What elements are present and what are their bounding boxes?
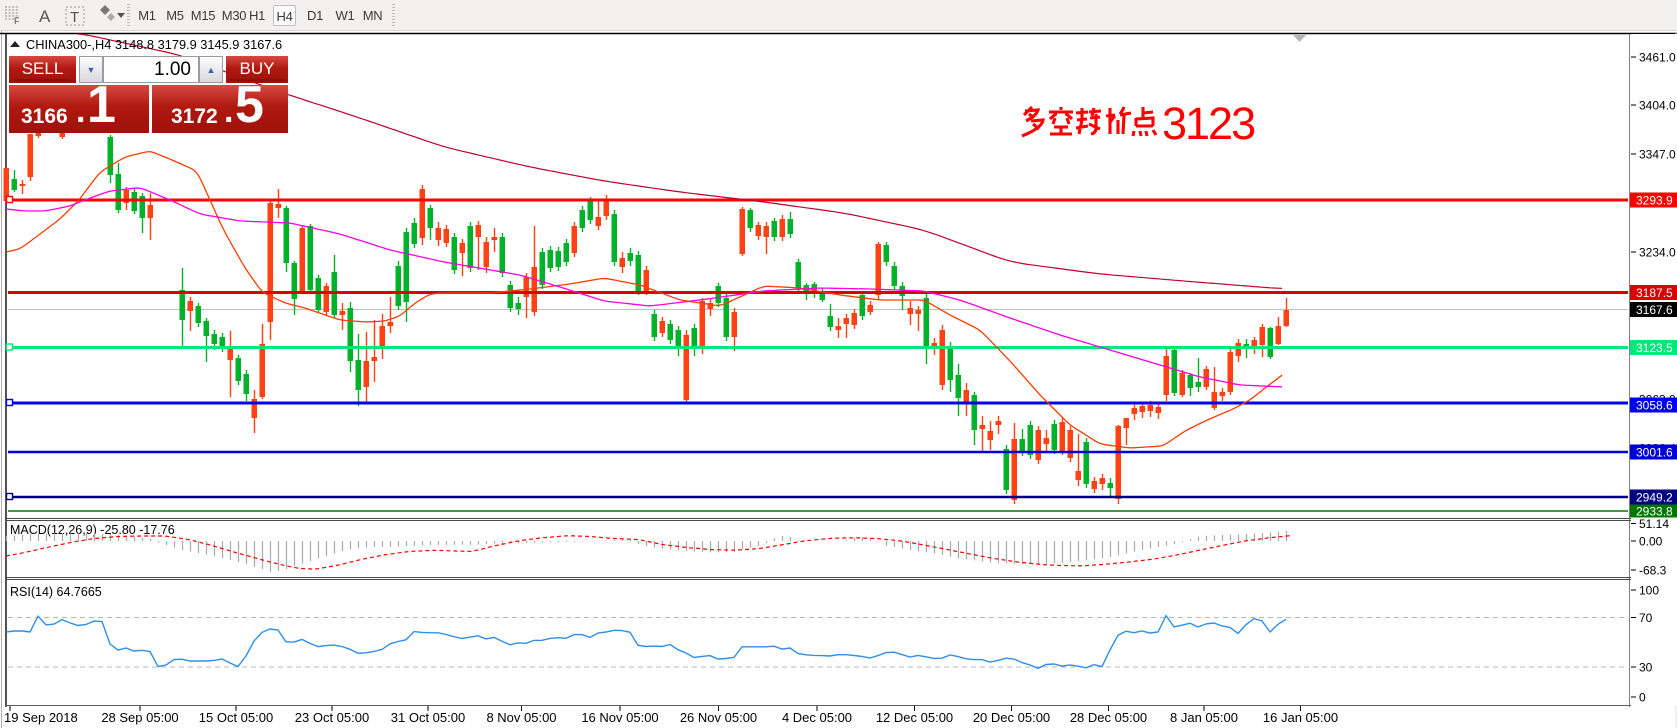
svg-text:3234.0: 3234.0: [1639, 246, 1676, 260]
svg-text:16 Nov 05:00: 16 Nov 05:00: [581, 710, 658, 725]
svg-text:3001.6: 3001.6: [1636, 446, 1673, 460]
svg-text:0: 0: [1639, 691, 1646, 705]
svg-text:3187.5: 3187.5: [1636, 286, 1673, 300]
svg-text:3123: 3123: [1162, 98, 1255, 149]
svg-text:8 Nov 05:00: 8 Nov 05:00: [486, 710, 556, 725]
svg-text:19 Sep 2018: 19 Sep 2018: [4, 710, 78, 725]
svg-text:23 Oct 05:00: 23 Oct 05:00: [295, 710, 369, 725]
svg-text:3123.5: 3123.5: [1636, 341, 1673, 355]
svg-text:4 Dec 05:00: 4 Dec 05:00: [782, 710, 852, 725]
svg-text:F: F: [14, 16, 20, 26]
svg-text:100: 100: [1639, 584, 1659, 598]
svg-text:15 Oct 05:00: 15 Oct 05:00: [199, 710, 273, 725]
svg-text:8 Jan 05:00: 8 Jan 05:00: [1170, 710, 1238, 725]
svg-text:0.00: 0.00: [1639, 535, 1663, 549]
svg-text:3347.0: 3347.0: [1639, 148, 1676, 162]
svg-text:CHINA300-,H4 3148.8 3179.9 31: CHINA300-,H4 3148.8 3179.9 3145.9 3167.6: [26, 37, 282, 52]
svg-text:3167.6: 3167.6: [1636, 303, 1673, 317]
svg-text:12 Dec 05:00: 12 Dec 05:00: [876, 710, 953, 725]
svg-text:3461.0: 3461.0: [1639, 51, 1676, 65]
svg-text:A: A: [39, 7, 51, 26]
svg-text:MACD(12,26,9) -25.80 -17.76: MACD(12,26,9) -25.80 -17.76: [10, 523, 175, 537]
svg-text:28 Sep 05:00: 28 Sep 05:00: [101, 710, 178, 725]
svg-text:26 Nov 05:00: 26 Nov 05:00: [680, 710, 757, 725]
svg-text:28 Dec 05:00: 28 Dec 05:00: [1070, 710, 1147, 725]
svg-text:T: T: [70, 9, 79, 26]
svg-text:16 Jan 05:00: 16 Jan 05:00: [1263, 710, 1338, 725]
svg-text:-68.3: -68.3: [1639, 564, 1667, 578]
svg-text:31 Oct 05:00: 31 Oct 05:00: [391, 710, 465, 725]
svg-text:3404.0: 3404.0: [1639, 99, 1676, 113]
svg-text:2933.8: 2933.8: [1636, 505, 1673, 519]
svg-text:51.14: 51.14: [1639, 517, 1669, 531]
svg-text:70: 70: [1639, 611, 1653, 625]
svg-text:20 Dec 05:00: 20 Dec 05:00: [973, 710, 1050, 725]
svg-text:3058.6: 3058.6: [1636, 399, 1673, 413]
svg-text:RSI(14) 64.7665: RSI(14) 64.7665: [10, 585, 102, 599]
svg-text:3293.9: 3293.9: [1636, 194, 1673, 208]
svg-text:2949.2: 2949.2: [1636, 491, 1673, 505]
svg-text:30: 30: [1639, 661, 1653, 675]
